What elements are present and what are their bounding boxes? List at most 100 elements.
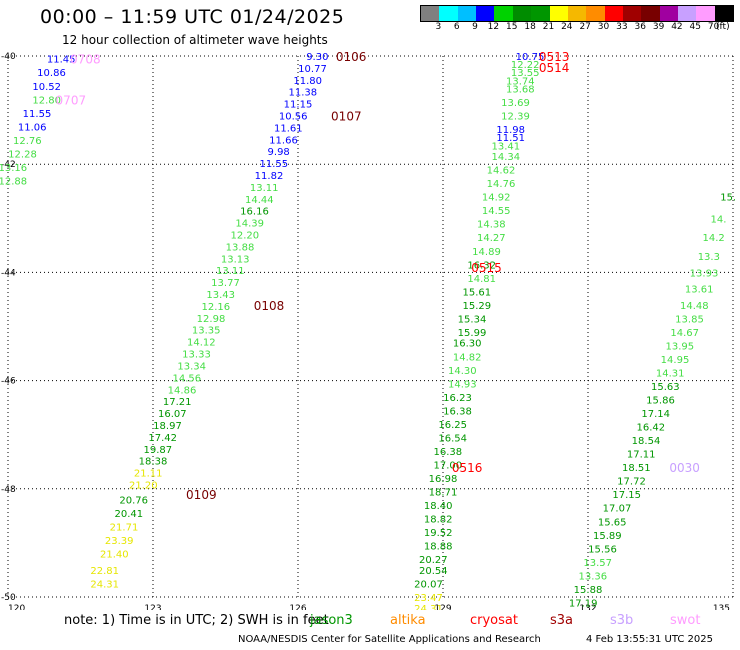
wave-height-value: 14.12 [187,338,216,349]
color-swatch [421,6,440,21]
wave-height-value: 11.51 [496,133,525,144]
wave-height-value: 13.16 [0,163,27,174]
color-scale-label: 30 [597,22,610,32]
mission-legend-swot: swot [670,613,701,628]
color-swatch [714,6,734,21]
wave-height-value: 14.56 [173,373,202,384]
wave-height-value: 14.48 [680,301,709,312]
latitude-tick-label: -48 [1,485,16,495]
wave-height-value: 15.88 [574,585,603,596]
latitude-tick-label: -44 [1,268,16,278]
wave-height-value: 13.61 [685,285,714,296]
wave-height-value: 18.54 [632,436,661,447]
pass-number-label: 0108 [254,299,285,313]
color-scale-label: 33 [616,22,628,32]
wave-height-value: 12.39 [501,112,530,123]
wave-height-value: 13.36 [579,571,608,582]
wave-height-value: 16.30 [453,339,482,350]
wave-height-value: 14.31 [656,368,685,379]
wave-height-value: 13.57 [583,558,612,569]
wave-height-value: 15.63 [651,382,680,393]
wave-height-value: 13.34 [177,361,206,372]
color-swatch [494,6,513,21]
pass-number-label: 0707 [56,93,87,107]
color-scale-label: 9 [472,22,478,32]
pass-number-label: 0109 [186,488,217,502]
color-swatch [604,6,623,21]
wave-height-value: 14.62 [487,166,516,177]
wave-height-value: 15.89 [593,531,622,542]
wave-height-value: 17.14 [641,409,670,420]
wave-height-value: 13.35 [192,326,221,337]
map-tick-labels: 120 123 126 129 132 135 -40 -42 -44 -46 -48 -50 [1,52,730,610]
wave-height-value: 13.68 [506,84,535,95]
wave-height-value: 11.55 [260,159,289,170]
wave-height-value: 12.20 [231,231,260,242]
wave-height-value: 11.80 [293,76,322,87]
latitude-tick-label: -42 [1,160,16,170]
wave-height-value: 10.52 [32,82,61,93]
color-swatch [512,6,532,21]
wave-height-value: 14.27 [477,233,506,244]
color-scale-label: 45 [689,22,702,32]
color-scale-labels: 3 6 9 12 15 18 21 24 27 30 33 36 39 42 45 70 (ft) [420,22,732,34]
wave-height-value: 21.40 [100,550,129,561]
pass-number-label: 0513 [539,50,570,64]
wave-height-value: 24.31 [90,579,119,590]
wave-height-value: 16.07 [158,409,187,420]
wave-height-value: 13.41 [492,141,521,152]
color-swatch [439,6,458,21]
color-scale-label: 42 [671,22,683,32]
wave-height-value: 15.99 [458,328,487,339]
longitude-tick-label: 135 [713,604,730,610]
wave-height-value: 18.82 [424,515,453,526]
wave-height-value: 17.00 [434,460,463,471]
wave-height-value: 17.42 [148,433,177,444]
wave-height-value: 23.39 [105,536,134,547]
longitude-tick-label: 126 [289,604,306,610]
units-note: note: 1) Time is in UTC; 2) SWH is in fe… [64,613,329,628]
map-gridlines [7,55,734,598]
wave-height-value: 12.16 [202,302,231,313]
pass-number-label: 0514 [539,61,570,75]
wave-height-value: 19.87 [144,445,173,456]
wave-height-value: 14.44 [245,195,274,206]
wave-height-value: 14.95 [661,355,690,366]
color-scale-label: 18 [524,22,536,32]
wave-height-value: 15.86 [646,396,675,407]
wave-height-value: 18.88 [424,542,453,553]
wave-height-value: 14.93 [448,379,477,390]
wave-height-value: 16.25 [438,420,467,431]
color-scale-label: 27 [579,22,591,32]
generation-timestamp: 4 Feb 13:55:31 UTC 2025 [586,634,713,645]
latitude-tick-label: -46 [1,377,16,387]
color-scale-label: 39 [652,22,665,32]
wave-height-value: 17.07 [603,504,632,515]
color-scale-label: 15 [506,22,518,32]
wave-height-value: 12.28 [8,149,37,160]
wave-height-value: 10.77 [298,64,327,75]
wave-height-value: 20.76 [119,496,148,507]
pass-number-label: 0030 [669,461,700,475]
mission-legend-s3b: s3b [610,613,634,628]
pass-number-label: 0106 [336,50,367,64]
wave-height-value: 11.98 [496,125,525,136]
wave-height-value: 14.89 [472,247,501,258]
wave-height-value: 11.66 [269,135,298,146]
wave-height-value: 17.11 [627,450,656,461]
wave-height-value: 11.38 [289,88,318,99]
wave-height-value: 15.65 [598,517,627,528]
wave-height-value: 10.56 [279,112,308,123]
color-scale-label: 3 [435,22,442,32]
mission-legend-cryosat: cryosat [470,613,518,628]
color-swatch [457,6,477,21]
color-scale-label: 24 [561,22,573,32]
wave-height-value: 13.74 [506,76,535,87]
wave-height-values: 11.45 10.86 10.52 12.80 11.55 11.06 12.76 12.28… [0,52,736,610]
color-swatch [531,6,550,21]
wave-height-value: 14.82 [453,352,482,363]
color-swatch [696,6,715,21]
wave-height-value: 18.71 [429,488,458,499]
latitude-tick-label: -50 [1,593,16,603]
mission-legend-jason3: jason3 [310,613,353,628]
